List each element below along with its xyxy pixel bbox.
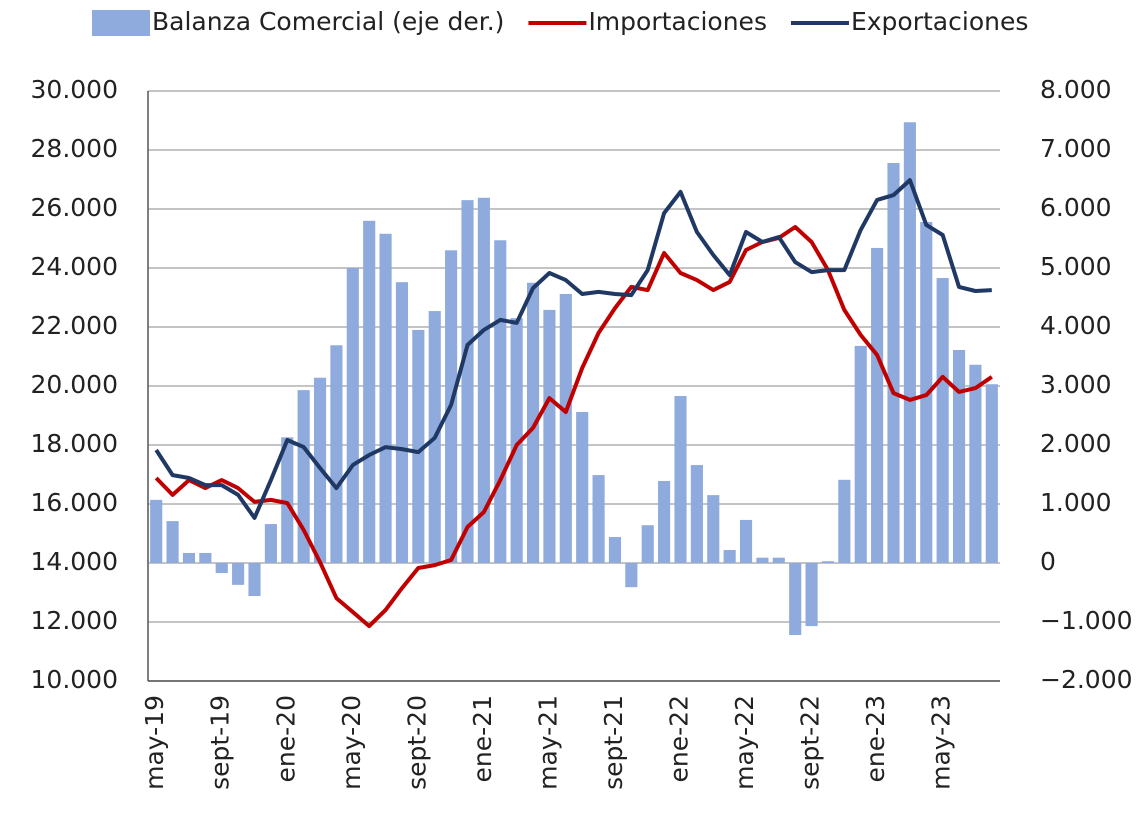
bar — [510, 318, 523, 563]
bar — [936, 278, 949, 563]
bar — [379, 233, 392, 563]
bar — [805, 563, 818, 627]
y2-tick-label: 8.000 — [1040, 75, 1112, 104]
bar — [346, 268, 359, 563]
x-tick-label: sept-19 — [206, 695, 235, 790]
bar — [215, 563, 228, 574]
y2-tick-label: −2.000 — [1040, 665, 1133, 694]
bar — [625, 563, 638, 588]
bar — [739, 519, 753, 563]
y-tick-label: 28.000 — [31, 134, 118, 163]
bar — [952, 350, 966, 563]
bar — [264, 524, 277, 563]
bar — [707, 495, 720, 563]
x-tick-label: ene-20 — [271, 695, 300, 782]
x-tick-label: may-21 — [533, 695, 562, 790]
bar — [871, 247, 884, 563]
legend-item: Exportaciones — [790, 7, 1028, 36]
bar — [821, 561, 835, 563]
x-tick-label: ene-22 — [665, 695, 694, 782]
y2-tick-label: 0 — [1040, 547, 1056, 576]
bar — [641, 525, 654, 563]
y2-tick-label: 3.000 — [1040, 370, 1112, 399]
bar — [526, 282, 540, 563]
line — [154, 225, 993, 629]
bar — [723, 550, 736, 563]
bar — [772, 557, 785, 563]
legend-item: Importaciones — [528, 7, 767, 36]
y2-tick-label: 4.000 — [1040, 311, 1112, 340]
legend-swatch — [92, 10, 150, 36]
y-tick-label: 24.000 — [31, 252, 118, 281]
bar — [248, 563, 261, 597]
bar — [690, 465, 703, 563]
y-tick-label: 20.000 — [31, 370, 118, 399]
bar — [232, 563, 245, 585]
bar — [674, 396, 687, 563]
bar — [838, 479, 851, 563]
line — [154, 178, 992, 520]
bar — [756, 557, 769, 563]
x-tick-label: ene-21 — [468, 695, 497, 782]
y-tick-label: 22.000 — [31, 311, 118, 340]
y2-tick-label: 5.000 — [1040, 252, 1112, 281]
y-tick-label: 12.000 — [31, 606, 118, 635]
x-tick-label: may-19 — [140, 695, 169, 790]
x-tick-label: sept-22 — [796, 695, 825, 790]
y-tick-label: 14.000 — [31, 547, 118, 576]
y-tick-label: 10.000 — [31, 665, 118, 694]
y2-tick-label: 2.000 — [1040, 429, 1112, 458]
bar — [150, 499, 163, 563]
y2-tick-label: −1.000 — [1040, 606, 1133, 635]
bar — [182, 552, 196, 563]
bar — [412, 329, 425, 563]
bar — [297, 390, 310, 563]
bar — [461, 200, 474, 563]
x-tick-label: may-22 — [730, 695, 759, 790]
legend-label: Exportaciones — [851, 7, 1028, 36]
legend-label: Balanza Comercial (eje der.) — [152, 7, 504, 36]
legend-item: Balanza Comercial (eje der.) — [92, 7, 504, 36]
y-tick-label: 16.000 — [31, 488, 118, 517]
bar — [395, 282, 409, 563]
bar — [477, 197, 490, 564]
y2-tick-label: 7.000 — [1040, 134, 1112, 163]
bar — [199, 552, 212, 563]
bar — [330, 345, 343, 563]
bar — [494, 240, 507, 563]
bar — [789, 563, 802, 635]
y-tick-label: 30.000 — [31, 75, 118, 104]
x-tick-label: sept-20 — [402, 695, 431, 790]
bar — [166, 521, 179, 563]
bar — [985, 384, 998, 563]
bar — [363, 220, 376, 564]
x-tick-label: may-23 — [927, 695, 956, 790]
legend-label: Importaciones — [588, 7, 767, 36]
bar — [969, 364, 982, 563]
bar — [658, 480, 671, 563]
bar — [543, 309, 556, 563]
x-tick-label: sept-21 — [599, 695, 628, 790]
bar — [592, 475, 605, 563]
bar — [576, 411, 589, 563]
y2-tick-label: 1.000 — [1040, 488, 1112, 517]
y2-tick-label: 6.000 — [1040, 193, 1112, 222]
x-tick-label: ene-23 — [861, 695, 890, 782]
bar — [559, 293, 572, 563]
x-tick-label: may-20 — [337, 695, 366, 790]
bar — [887, 162, 900, 564]
y-tick-label: 26.000 — [31, 193, 118, 222]
bar — [903, 122, 916, 564]
bar — [281, 437, 294, 563]
y-tick-label: 18.000 — [31, 429, 118, 458]
bar — [854, 345, 867, 563]
bar — [608, 537, 622, 563]
